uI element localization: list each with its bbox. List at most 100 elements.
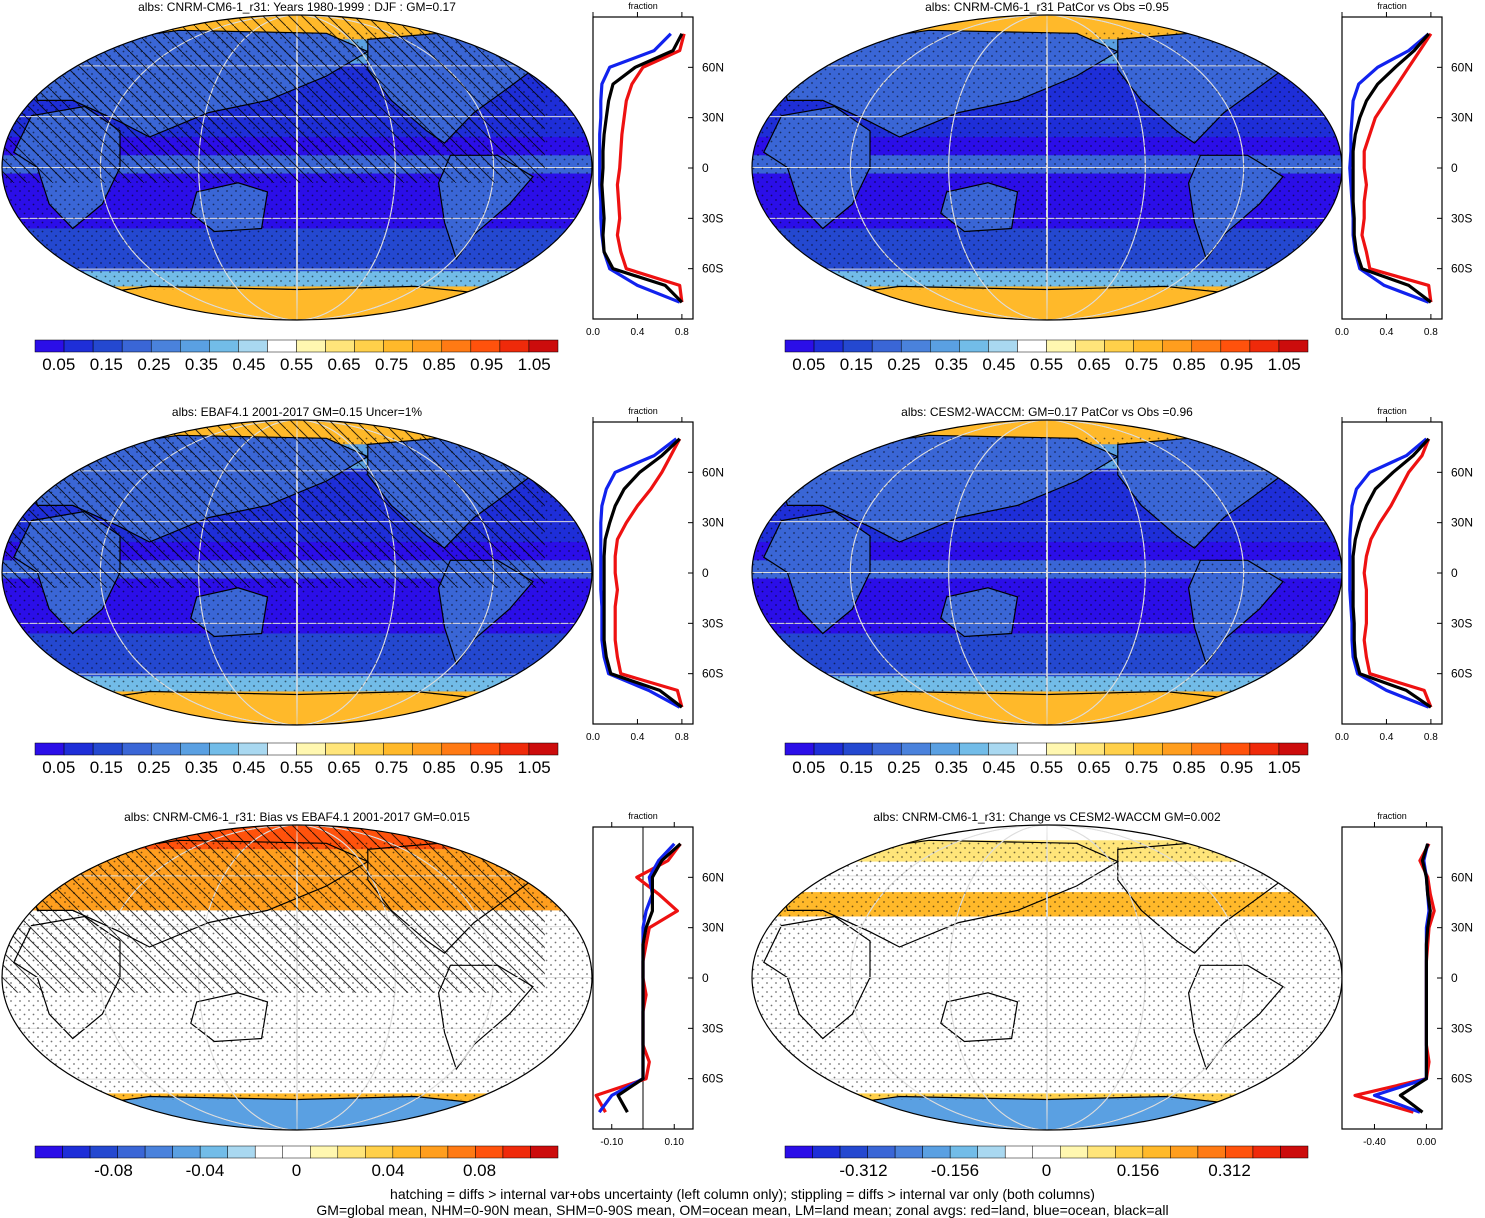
- colorbar-swatch: [499, 339, 530, 353]
- colorbar-tick-label: -0.156: [931, 1161, 979, 1180]
- zonal-xtick-label: 0.10: [665, 1137, 685, 1148]
- colorbar-tick-label: 0.45: [232, 355, 265, 374]
- colorbar-swatch: [842, 742, 873, 756]
- zonal-line-land: [613, 438, 684, 708]
- colorbar-swatch: [1191, 339, 1222, 353]
- colorbar-swatch: [254, 1145, 283, 1159]
- zonal-line-all: [1351, 437, 1432, 709]
- colorbar-tick-label: 0.312: [1208, 1161, 1251, 1180]
- zonal-xlabel: fraction: [1377, 406, 1407, 416]
- colorbar-swatch: [1278, 742, 1309, 756]
- colorbar-swatch: [354, 742, 384, 756]
- colorbar-swatch: [871, 742, 902, 756]
- colorbar-swatch: [900, 742, 931, 756]
- zonal-lat-label: 30N: [702, 516, 724, 530]
- colorbar-swatch: [813, 742, 844, 756]
- zonal-line-land: [615, 33, 686, 303]
- zonal-lat-label: 60N: [1451, 60, 1473, 74]
- zonal-line-land: [1360, 32, 1433, 303]
- colorbar-swatch: [784, 742, 815, 756]
- colorbar-swatch: [267, 742, 297, 756]
- colorbar-swatch: [784, 1145, 813, 1159]
- colorbar-swatch: [922, 1145, 951, 1159]
- colorbar: 0.05 0.15 0.25 0.35 0.45 0.55 0.65 0.75 0.85 0.95…: [784, 742, 1309, 777]
- zonal-lat-label: 30N: [1451, 111, 1473, 125]
- map-area: [752, 420, 1342, 725]
- colorbar-tick-label: 0.15: [840, 758, 873, 777]
- colorbar-tick-label: 0.85: [423, 758, 456, 777]
- zonal-xtick-label: 0.4: [630, 732, 644, 743]
- colorbar-swatch: [470, 742, 501, 756]
- zonal-xlabel: fraction: [1377, 1, 1407, 11]
- colorbar-tick-label: 0.85: [1173, 355, 1206, 374]
- colorbar-tick-label: 0.25: [887, 355, 920, 374]
- colorbar-swatch: [894, 1145, 923, 1159]
- colorbar-swatch: [475, 1145, 504, 1159]
- colorbar-tick-label: 1.05: [518, 758, 551, 777]
- panel-5: albs: CNRM-CM6-1_r31: Bias vs EBAF4.1 20…: [1, 810, 724, 1180]
- zonal-lat-label: 60N: [702, 60, 724, 74]
- colorbar-swatch: [227, 1145, 256, 1159]
- colorbar-tick-label: 0.15: [90, 355, 123, 374]
- colorbar-tick-label: 0.85: [423, 355, 456, 374]
- zonal-lat-label: 0: [702, 971, 709, 985]
- colorbar-swatch: [354, 339, 384, 353]
- panel-title: albs: CNRM-CM6-1_r31: Years 1980-1999 : …: [138, 0, 456, 14]
- colorbar-tick-label: 0.65: [327, 355, 360, 374]
- map-area: [2, 420, 592, 725]
- colorbar: -0.312 -0.156 0 0.156 0.312: [784, 1145, 1309, 1180]
- colorbar-tick-label: 0.05: [42, 758, 75, 777]
- colorbar-tick-label: 0.65: [1077, 355, 1110, 374]
- hatching-overlay: [2, 15, 545, 183]
- colorbar-swatch: [502, 1145, 531, 1159]
- zonal-line-ocean: [1348, 437, 1430, 709]
- caption-legend: GM=global mean, NHM=0-90N mean, SHM=0-90…: [316, 1202, 1169, 1218]
- colorbar-tick-label: 0.04: [371, 1161, 404, 1180]
- zonal-xlabel: fraction: [628, 1, 658, 11]
- colorbar-swatch: [528, 742, 559, 756]
- colorbar-swatch: [63, 742, 94, 756]
- colorbar-tick-label: 0: [292, 1161, 301, 1180]
- zonal-lat-label: 30N: [1451, 921, 1473, 935]
- colorbar-swatch: [1046, 742, 1076, 756]
- colorbar-swatch: [1032, 1145, 1061, 1159]
- colorbar: 0.05 0.15 0.25 0.35 0.45 0.55 0.65 0.75 0.85 0.95…: [34, 339, 559, 374]
- zonal-lat-label: 30S: [1451, 211, 1472, 225]
- colorbar-swatch: [1133, 742, 1163, 756]
- colorbar-swatch: [199, 1145, 228, 1159]
- colorbar-tick-label: 0.85: [1173, 758, 1206, 777]
- colorbar-tick-label: 0.75: [375, 758, 408, 777]
- colorbar-swatch: [337, 1145, 366, 1159]
- zonal-xtick-label: 0.0: [1335, 327, 1349, 338]
- colorbar-swatch: [949, 1145, 978, 1159]
- colorbar-swatch: [92, 339, 123, 353]
- colorbar-swatch: [92, 742, 123, 756]
- colorbar-swatch: [1280, 1145, 1309, 1159]
- colorbar: -0.08 -0.04 0 0.04 0.08: [34, 1145, 559, 1180]
- zonal-lat-label: 60S: [702, 1072, 723, 1086]
- colorbar-tick-label: 0.15: [840, 355, 873, 374]
- zonal-xtick-label: 0.4: [630, 327, 644, 338]
- zonal-line-all: [616, 842, 682, 1113]
- colorbar-tick-label: 0.75: [375, 355, 408, 374]
- colorbar-swatch: [812, 1145, 841, 1159]
- colorbar-tick-label: 0.95: [1220, 758, 1253, 777]
- colorbar-swatch: [238, 742, 268, 756]
- zonal-lat-label: 60S: [1451, 262, 1472, 276]
- colorbar-swatch: [89, 1145, 118, 1159]
- colorbar-swatch: [392, 1145, 421, 1159]
- zonal-lat-label: 30N: [702, 111, 724, 125]
- colorbar-swatch: [1060, 1145, 1089, 1159]
- colorbar-swatch: [365, 1145, 394, 1159]
- colorbar-tick-label: 0.35: [935, 355, 968, 374]
- colorbar-tick-label: 0.95: [470, 355, 503, 374]
- colorbar-swatch: [383, 339, 413, 353]
- colorbar-swatch: [117, 1145, 146, 1159]
- colorbar-swatch: [180, 339, 210, 353]
- colorbar-tick-label: 0.05: [42, 355, 75, 374]
- zonal-xtick-label: 0.00: [1417, 1137, 1437, 1148]
- colorbar-swatch: [1225, 1145, 1254, 1159]
- colorbar-swatch: [1004, 1145, 1033, 1159]
- colorbar-swatch: [1046, 339, 1076, 353]
- zonal-xtick-label: 0.8: [1424, 327, 1438, 338]
